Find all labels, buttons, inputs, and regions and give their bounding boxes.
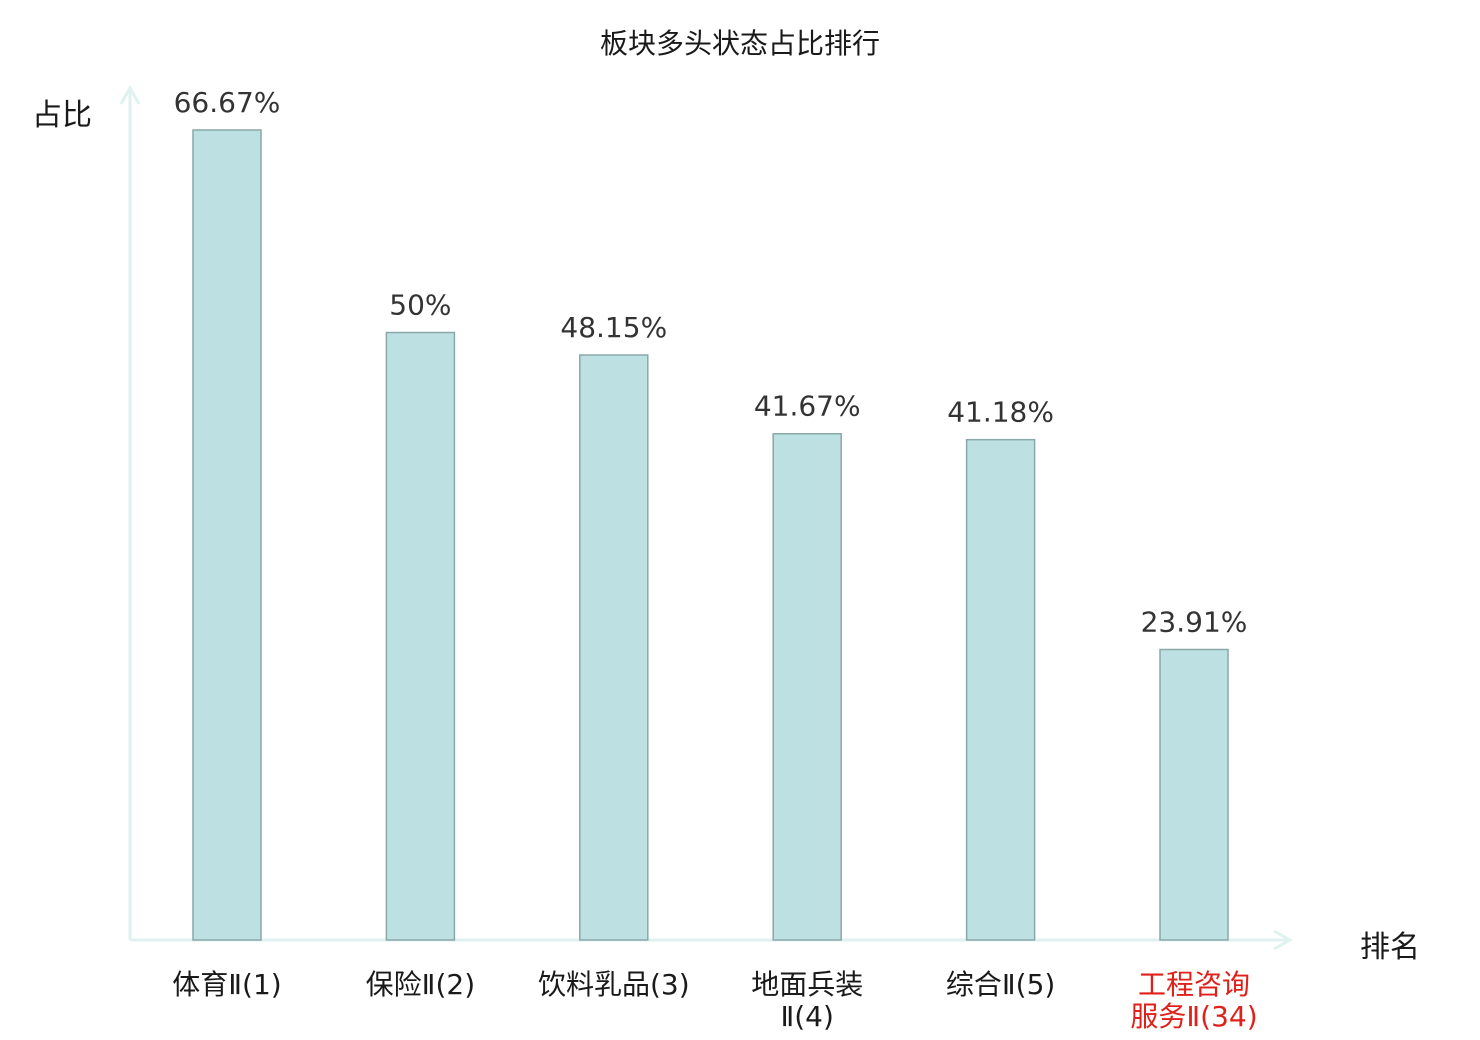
bar [1159,648,1229,941]
bar [772,432,842,941]
x-tick-label: 服务Ⅱ(34) [1130,1000,1257,1033]
bar [965,438,1036,941]
chart-title: 板块多头状态占比排行 [599,27,880,60]
bar [192,129,262,941]
bar [385,331,456,941]
x-axis-arrow [1273,929,1294,951]
y-axis-label: 占比 [32,98,92,133]
x-tick-label: 饮料乳品(3) [538,968,690,1001]
bar-value-label: 66.67% [174,86,281,119]
y-axis-arrow [119,84,141,105]
bar-value-label: 48.15% [560,311,667,344]
x-axis-label: 排名 [1360,930,1420,965]
bar-value-label: 41.18% [947,396,1054,429]
bar-value-label: 50% [389,289,451,322]
x-tick-label: 保险Ⅱ(2) [366,968,475,1001]
bar [579,354,649,941]
bar-value-label: 41.67% [754,390,861,423]
x-tick-label: 综合Ⅱ(5) [946,968,1055,1001]
x-tick-label: 体育Ⅱ(1) [172,968,281,1001]
x-tick-label: 地面兵装 [751,968,863,1001]
bar-value-label: 23.91% [1141,606,1248,639]
x-tick-label: Ⅱ(4) [780,1000,833,1033]
x-tick-label: 工程咨询 [1138,968,1250,1001]
